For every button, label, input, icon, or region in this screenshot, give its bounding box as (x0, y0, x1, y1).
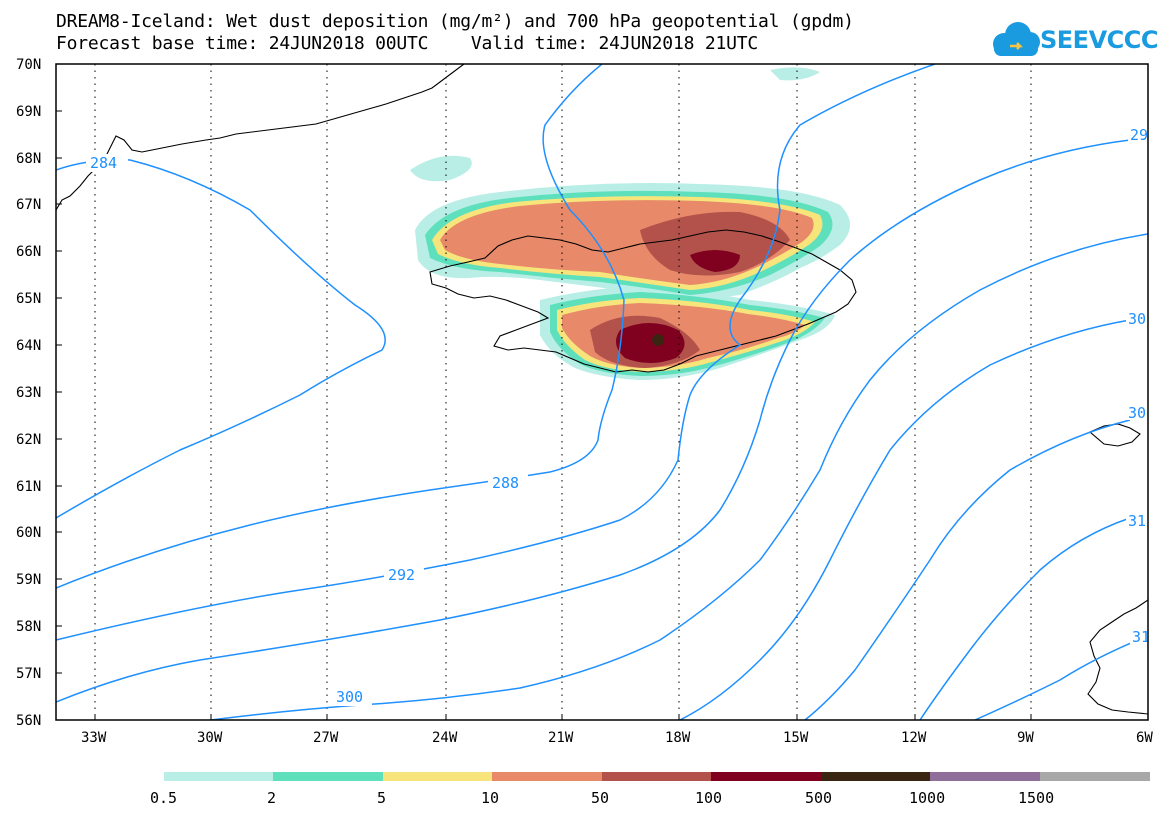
colorbar-swatch (273, 772, 383, 781)
contour-292 (56, 64, 936, 641)
lon-label: 30W (197, 730, 223, 746)
colorbar-tick: 10 (481, 789, 499, 807)
dust-field-level6 (690, 250, 740, 272)
lon-label: 6W (1136, 730, 1153, 746)
geopotential-contours (56, 64, 1148, 720)
lat-label: 58N (16, 619, 41, 635)
lat-label: 65N (16, 291, 41, 307)
colorbar-tick: 100 (695, 789, 722, 807)
lat-label: 59N (16, 572, 41, 588)
colorbar: 0.5 2 5 10 50 100 500 1000 1500 (150, 772, 1150, 807)
coastlines (56, 64, 1148, 715)
contour-labels: 284 288 292 300 29 30 30 31 31 (90, 126, 1150, 706)
lon-label: 9W (1017, 730, 1034, 746)
lat-label: 61N (16, 479, 41, 495)
scotland-coastline (1087, 599, 1148, 715)
lon-label: 12W (901, 730, 927, 746)
dust-field-level7 (652, 334, 664, 346)
lat-label: 62N (16, 432, 41, 448)
colorbar-tick: 50 (591, 789, 609, 807)
contour-label: 30 (1128, 404, 1146, 422)
colorbar-swatch (1040, 772, 1150, 781)
contour-316 (974, 635, 1148, 720)
contour-label: 284 (90, 154, 117, 172)
contour-label: 29 (1130, 126, 1148, 144)
lon-label: 33W (81, 730, 107, 746)
greenland-coastline (56, 64, 465, 211)
map-plot-area: 284 288 292 300 29 30 30 31 31 (56, 64, 1150, 720)
lat-label: 56N (16, 713, 41, 729)
logo-text: SEEVCCC (1040, 26, 1159, 54)
cloud-logo-icon (993, 22, 1040, 56)
lat-label: 60N (16, 525, 41, 541)
contour-label: 31 (1128, 512, 1146, 530)
contour-308 (804, 419, 1131, 720)
map-frame (55, 63, 1149, 721)
colorbar-tick: 5 (377, 789, 386, 807)
contour-284 (56, 158, 386, 519)
contour-288-upper (56, 64, 625, 589)
dust-field-level6 (616, 323, 685, 363)
colorbar-swatch (492, 772, 602, 781)
latitude-axis: 70N 69N 68N 67N 66N 65N 64N 63N 62N 61N … (16, 57, 62, 729)
lon-label: 21W (548, 730, 574, 746)
contour-label: 288 (492, 474, 519, 492)
lon-label: 18W (665, 730, 691, 746)
lat-label: 69N (16, 104, 41, 120)
graticule (94, 64, 1032, 720)
contour-label-backgrounds (86, 124, 1148, 706)
colorbar-tick: 1000 (909, 789, 945, 807)
colorbar-tick: 1500 (1018, 789, 1054, 807)
colorbar-tick: 500 (805, 789, 832, 807)
colorbar-swatch (821, 772, 930, 781)
lon-label: 15W (783, 730, 809, 746)
dust-field-level1 (770, 67, 820, 81)
colorbar-swatch (383, 772, 492, 781)
lat-label: 57N (16, 666, 41, 682)
lat-label: 70N (16, 57, 41, 73)
colorbar-tick: 0.5 (150, 789, 177, 807)
lat-label: 66N (16, 244, 41, 260)
colorbar-swatch (602, 772, 711, 781)
map-title-line1: DREAM8-Iceland: Wet dust deposition (mg/… (56, 11, 854, 32)
lat-label: 63N (16, 385, 41, 401)
lat-label: 64N (16, 338, 41, 354)
contour-296 (56, 139, 1131, 703)
dust-deposition-shading (410, 67, 850, 380)
lon-label: 24W (432, 730, 458, 746)
longitude-axis: 33W 30W 27W 24W 21W 18W 15W 12W 9W 6W (81, 714, 1153, 746)
dust-field-level5 (640, 211, 790, 276)
contour-label: 292 (388, 566, 415, 584)
colorbar-tick: 2 (267, 789, 276, 807)
lat-label: 68N (16, 151, 41, 167)
faroe-coastline (1088, 423, 1141, 447)
lat-label: 67N (16, 197, 41, 213)
colorbar-swatch (164, 772, 273, 781)
colorbar-swatch (930, 772, 1040, 781)
contour-312 (919, 517, 1131, 720)
dust-field-level1 (410, 155, 472, 182)
contour-300 (210, 233, 1148, 720)
contour-304 (679, 319, 1131, 720)
map-title-line2: Forecast base time: 24JUN2018 00UTC Vali… (56, 33, 759, 54)
contour-label: 31 (1132, 628, 1150, 646)
contour-label: 30 (1128, 310, 1146, 328)
contour-label: 300 (336, 688, 363, 706)
colorbar-swatch (711, 772, 821, 781)
lon-label: 27W (313, 730, 339, 746)
